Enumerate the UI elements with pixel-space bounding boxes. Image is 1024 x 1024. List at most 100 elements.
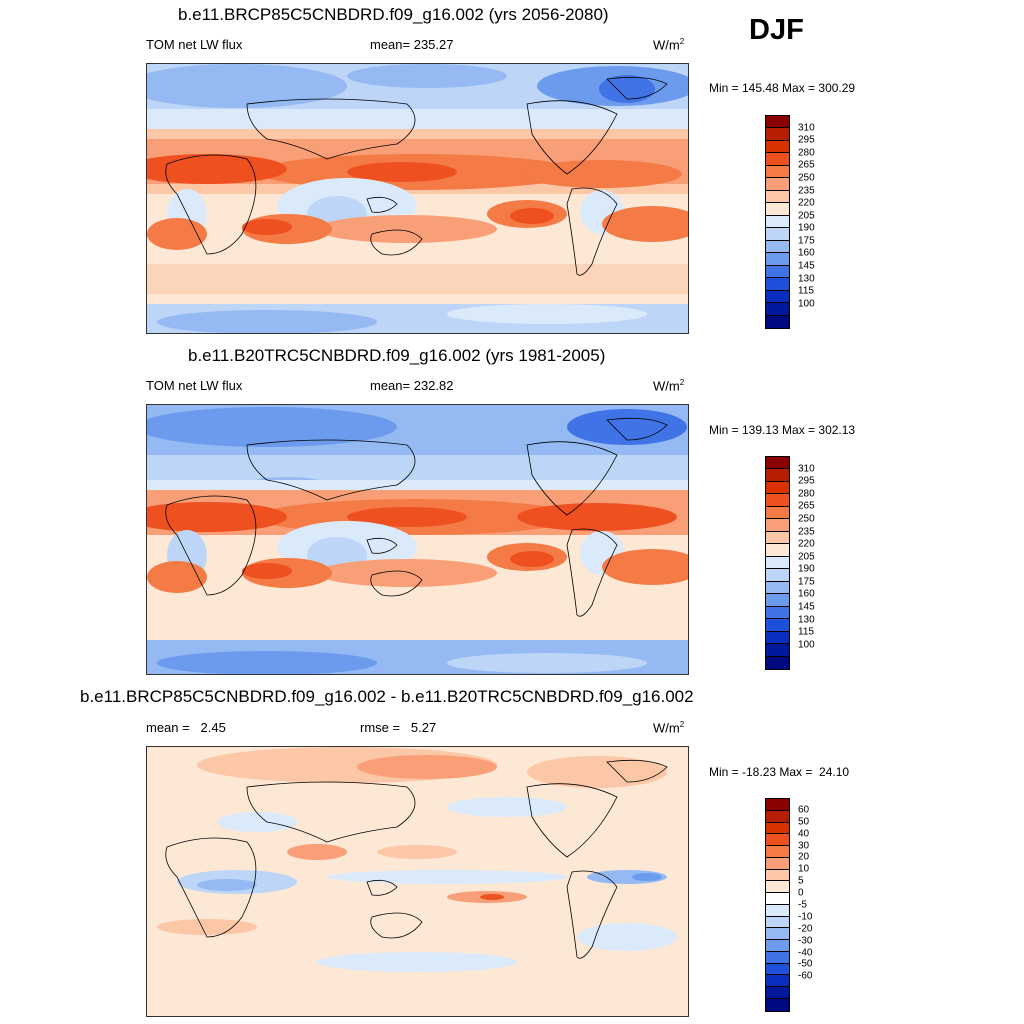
colorbar-swatch xyxy=(766,656,789,669)
colorbar-swatch xyxy=(766,290,789,304)
colorbar-swatch xyxy=(766,869,789,882)
colorbar-swatch xyxy=(766,165,789,179)
colorbar-tick-label: -5 xyxy=(798,899,807,911)
colorbar-tick-label: 130 xyxy=(798,614,815,626)
colorbar-tick-label: 295 xyxy=(798,475,815,487)
colorbar-swatch xyxy=(766,140,789,154)
colorbar-swatch xyxy=(766,644,789,657)
colorbar-swatch xyxy=(766,178,789,191)
colorbar-tick-label: 235 xyxy=(798,185,815,197)
panel-1-map xyxy=(146,63,689,334)
colorbar-swatch xyxy=(766,975,789,988)
colorbar-tick-label: 235 xyxy=(798,526,815,538)
panel-3-units: W/m2 xyxy=(653,720,685,736)
colorbar-tick-label: 280 xyxy=(798,147,815,159)
colorbar-swatch xyxy=(766,963,789,976)
colorbar-swatch xyxy=(766,253,789,266)
colorbar-swatch xyxy=(766,519,789,532)
colorbar-swatch xyxy=(766,904,789,917)
colorbar-tick-label: 0 xyxy=(798,887,804,899)
panel-1-units: W/m2 xyxy=(653,37,685,53)
colorbar-tick-label: 205 xyxy=(798,210,815,222)
colorbar-tick-label: 145 xyxy=(798,260,815,272)
colorbar-tick-label: 160 xyxy=(798,247,815,259)
colorbar-swatch xyxy=(766,215,789,229)
colorbar-tick-label: 265 xyxy=(798,159,815,171)
colorbar-tick-label: 145 xyxy=(798,601,815,613)
colorbar-swatch xyxy=(766,846,789,858)
colorbar-swatch xyxy=(766,506,789,520)
panel-1-colorbar xyxy=(765,115,790,329)
panel-2-mean-label: mean= 232.82 xyxy=(370,378,454,393)
panel-3-title: b.e11.BRCP85C5CNBDRD.f09_g16.002 - b.e11… xyxy=(80,687,694,706)
colorbar-tick-label: 10 xyxy=(798,863,810,875)
colorbar-tick-label: 160 xyxy=(798,588,815,600)
colorbar-swatch xyxy=(766,203,789,216)
colorbar-swatch xyxy=(766,999,789,1011)
colorbar-swatch xyxy=(766,606,789,620)
colorbar-tick-label: 100 xyxy=(798,639,815,651)
colorbar-swatch xyxy=(766,278,789,291)
colorbar-tick-label: 175 xyxy=(798,576,815,588)
colorbar-swatch xyxy=(766,581,789,595)
colorbar-tick-label: 30 xyxy=(798,840,810,852)
panel-3-rmse-label: rmse = 5.27 xyxy=(360,720,437,735)
colorbar-tick-label: 220 xyxy=(798,538,815,550)
colorbar-tick-label: 50 xyxy=(798,816,810,828)
panel-1-mean-label: mean= 235.27 xyxy=(370,37,454,52)
colorbar-swatch xyxy=(766,631,789,645)
panel-3-map xyxy=(146,746,689,1017)
colorbar-tick-label: 60 xyxy=(798,804,810,816)
panel-2-colorbar xyxy=(765,456,790,670)
colorbar-tick-label: -10 xyxy=(798,911,813,923)
colorbar-swatch xyxy=(766,116,789,129)
colorbar-swatch xyxy=(766,987,789,1000)
colorbar-swatch xyxy=(766,303,789,316)
panel-3-colorbar xyxy=(765,798,790,1012)
colorbar-swatch xyxy=(766,531,789,545)
colorbar-swatch xyxy=(766,153,789,166)
panel-2-minmax: Min = 139.13 Max = 302.13 xyxy=(709,423,856,437)
colorbar-swatch xyxy=(766,569,789,582)
colorbar-tick-label: 175 xyxy=(798,235,815,247)
colorbar-tick-label: -60 xyxy=(798,970,813,982)
colorbar-swatch xyxy=(766,494,789,507)
panel-1-minmax: Min = 145.48 Max = 300.29 xyxy=(709,81,856,95)
colorbar-swatch xyxy=(766,881,789,894)
panel-3-mean-label: mean = 2.45 xyxy=(146,720,226,735)
colorbar-tick-label: 100 xyxy=(798,298,815,310)
colorbar-tick-label: 115 xyxy=(798,626,814,638)
panel-2-units: W/m2 xyxy=(653,378,685,394)
colorbar-swatch xyxy=(766,265,789,279)
colorbar-swatch xyxy=(766,810,789,823)
panel-3-minmax: Min = -18.23 Max = 24.10 xyxy=(709,765,850,779)
panel-2-title: b.e11.B20TRC5CNBDRD.f09_g16.002 (yrs 198… xyxy=(188,346,606,365)
colorbar-tick-label: 190 xyxy=(798,563,815,575)
colorbar-swatch xyxy=(766,228,789,241)
colorbar-swatch xyxy=(766,315,789,328)
panel-2-map xyxy=(146,404,689,675)
colorbar-swatch xyxy=(766,469,789,482)
colorbar-tick-label: 220 xyxy=(798,197,815,209)
colorbar-swatch xyxy=(766,594,789,607)
colorbar-tick-label: 265 xyxy=(798,500,815,512)
colorbar-tick-label: -40 xyxy=(798,947,813,959)
colorbar-tick-label: 5 xyxy=(798,875,804,887)
colorbar-tick-label: 130 xyxy=(798,273,815,285)
colorbar-tick-label: -50 xyxy=(798,958,813,970)
colorbar-swatch xyxy=(766,457,789,470)
colorbar-swatch xyxy=(766,893,789,905)
colorbar-swatch xyxy=(766,822,789,835)
colorbar-tick-label: 190 xyxy=(798,222,815,234)
colorbar-tick-label: -20 xyxy=(798,923,813,935)
panel-1-title: b.e11.BRCP85C5CNBDRD.f09_g16.002 (yrs 20… xyxy=(178,5,609,24)
colorbar-swatch xyxy=(766,544,789,557)
panel-1-variable-label: TOM net LW flux xyxy=(146,37,243,52)
colorbar-tick-label: 295 xyxy=(798,134,815,146)
colorbar-swatch xyxy=(766,240,789,254)
season-label: DJF xyxy=(749,14,804,46)
colorbar-tick-label: 310 xyxy=(798,122,815,134)
colorbar-swatch xyxy=(766,128,789,141)
colorbar-swatch xyxy=(766,619,789,632)
colorbar-tick-label: 205 xyxy=(798,551,815,563)
